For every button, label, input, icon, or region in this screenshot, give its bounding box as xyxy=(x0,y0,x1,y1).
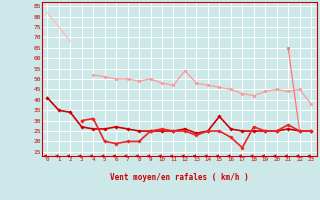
X-axis label: Vent moyen/en rafales ( km/h ): Vent moyen/en rafales ( km/h ) xyxy=(110,173,249,182)
